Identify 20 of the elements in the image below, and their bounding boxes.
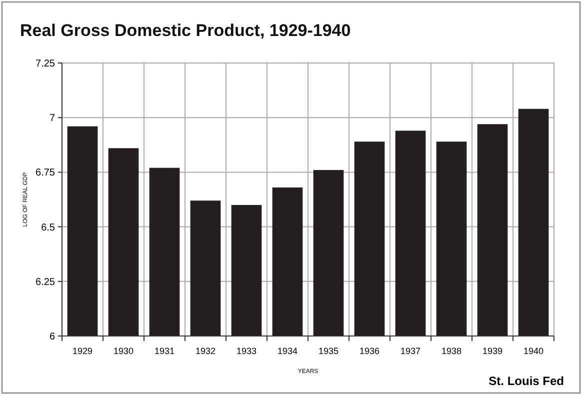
x-tick-label: 1935: [318, 346, 339, 356]
y-tick-label: 6.75: [36, 168, 56, 179]
x-tick-label: 1931: [154, 346, 175, 356]
x-tick-label: 1930: [113, 346, 134, 356]
x-tick-label: 1939: [482, 346, 503, 356]
y-tick-label: 7.25: [36, 58, 56, 70]
y-tick-label: 6.25: [36, 276, 56, 288]
y-tick-label: 6: [49, 332, 56, 342]
x-tick-label: 1933: [236, 346, 257, 356]
text: St. Louis Fed: [488, 374, 564, 388]
y-tick-label: 7: [49, 113, 56, 124]
x-tick-label: 1936: [359, 346, 380, 356]
x-tick-label: 1937: [400, 346, 421, 356]
x-tick-label: 1932: [195, 346, 216, 356]
x-tick-label: 1940: [523, 346, 544, 356]
y-tick-label: 6.5: [41, 222, 56, 234]
x-tick-label: 1929: [72, 346, 93, 356]
chart-title: Real Gross Domestic Product, 1929-1940: [20, 21, 351, 40]
x-tick-label: 1938: [441, 346, 462, 356]
x-tick-label: 1934: [277, 346, 298, 356]
